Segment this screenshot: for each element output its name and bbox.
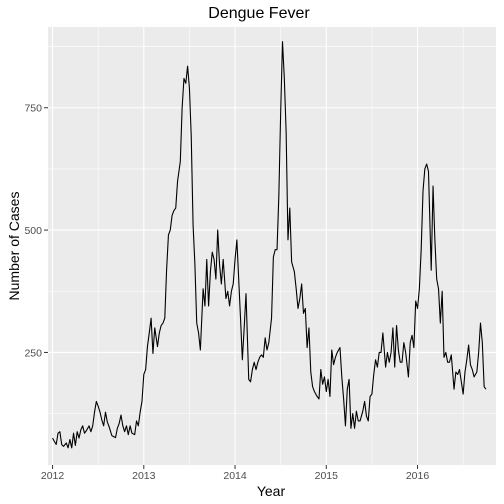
y-tick-label-0: 250 — [24, 347, 42, 359]
y-tick-label-1: 500 — [24, 225, 42, 237]
x-tick-label-4: 2016 — [406, 470, 430, 482]
axis-ticks: 2012 2013 2014 2015 2016 250 500 750 — [24, 103, 429, 482]
chart-title: Dengue Fever — [208, 5, 310, 22]
series-line-0 — [52, 41, 487, 449]
x-tick-label-2: 2014 — [223, 470, 247, 482]
x-axis-label: Year — [257, 483, 286, 499]
y-tick-label-2: 750 — [24, 103, 42, 115]
x-tick-label-1: 2013 — [132, 470, 156, 482]
x-tick-label-3: 2015 — [315, 470, 339, 482]
x-tick-label-0: 2012 — [41, 470, 65, 482]
series-layer — [52, 41, 487, 449]
plot-panel — [48, 27, 496, 465]
y-axis-label: Number of Cases — [6, 192, 22, 301]
